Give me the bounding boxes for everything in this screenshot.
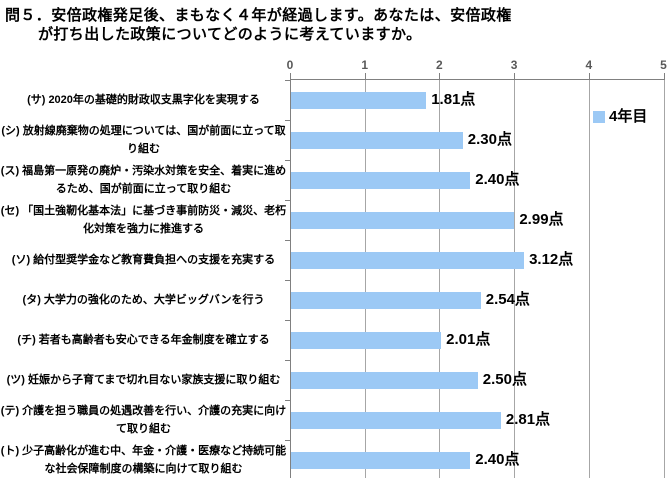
- x-axis-tick-label: 2: [436, 58, 443, 72]
- value-label: 2.50点: [482, 371, 527, 388]
- gridline-x2: [439, 80, 441, 478]
- x-axis-line: [290, 79, 665, 80]
- gridline-x5: [663, 80, 665, 478]
- gridline-x1: [364, 80, 366, 478]
- category-label: (ツ) 妊娠から子育てまで切れ目ない家族支援に取り組む: [6, 374, 281, 386]
- y-axis-tickmark: [285, 200, 290, 201]
- legend: 4年目: [593, 109, 647, 125]
- category-label: (チ) 若者も高齢者も安心できる年金制度を確立する: [17, 334, 270, 346]
- value-label: 2.40点: [475, 171, 520, 188]
- x-axis-tickmark: [663, 73, 665, 80]
- y-axis-tickmark: [285, 280, 290, 281]
- bar-4年目: [291, 172, 471, 189]
- category-label: (セ) 「国土強靭化基本法」に基づき事前防災・減災、老朽化対策を強力に推進する: [0, 205, 287, 235]
- category-label: (シ) 放射線廃棄物の処理については、国が前面に立って取り組む: [1, 125, 286, 155]
- category-label: (ソ) 給付型奨学金など教育費負担への支援を充実する: [11, 254, 276, 266]
- category-label: (ト) 少子高齢化が進む中、年金・介護・医療など持続可能な社会保障制度の構築に向…: [0, 445, 287, 475]
- value-label: 2.30点: [467, 131, 512, 148]
- bar-4年目: [291, 212, 515, 229]
- chart-title-line1: 問５．安倍政権発足後、まもなく４年が経過します。あなたは、安倍政権: [5, 7, 512, 24]
- x-axis-tick-label: 3: [510, 58, 518, 72]
- y-axis-tickmark: [285, 320, 290, 321]
- x-axis-tick-label: 0: [286, 58, 294, 72]
- bar-4年目: [291, 412, 501, 429]
- y-axis-tickmark: [285, 120, 290, 121]
- value-label: 2.40点: [475, 451, 520, 468]
- value-label: 2.99点: [519, 211, 564, 228]
- bar-4年目: [291, 372, 478, 389]
- value-label: 1.81点: [431, 91, 476, 108]
- legend-swatch-icon: [593, 111, 605, 123]
- category-label: (サ) 2020年の基礎的財政収支黒字化を実現する: [27, 94, 260, 106]
- value-label: 3.12点: [529, 251, 574, 268]
- chart-title: 問５．安倍政権発足後、まもなく４年が経過します。あなたは、安倍政権 が打ち出した…: [5, 6, 565, 44]
- bar-4年目: [291, 332, 442, 349]
- legend-label: 4年目: [609, 108, 648, 125]
- chart-title-line2: が打ち出した政策についてどのように考えていますか。: [38, 26, 422, 43]
- y-axis-line: [290, 75, 291, 478]
- gridline-x4: [588, 80, 590, 478]
- gridline-x3: [514, 80, 516, 478]
- value-label: 2.01点: [446, 331, 491, 348]
- x-axis-tick-label: 4: [585, 58, 593, 72]
- x-axis-tickmark: [514, 73, 516, 80]
- y-axis-tickmark: [285, 360, 290, 361]
- x-axis-tickmark: [588, 73, 590, 80]
- value-label: 2.81点: [505, 411, 551, 428]
- category-label: (タ) 大学力の強化のため、大学ビッグバンを行う: [22, 294, 265, 306]
- category-label: (ス) 福島第一原発の廃炉・汚染水対策を安全、着実に進めるため、国が前面に立って…: [0, 165, 287, 195]
- category-label: (テ) 介護を担う職員の処遇改善を行い、介護の充実に向けて取り組む: [0, 405, 287, 435]
- bar-4年目: [291, 452, 471, 469]
- bar-4年目: [291, 252, 525, 269]
- y-axis-tickmark: [285, 160, 290, 161]
- y-axis-tickmark: [285, 440, 290, 441]
- y-axis-tickmark: [285, 80, 290, 81]
- y-axis-tickmark: [285, 400, 290, 401]
- bar-4年目: [291, 92, 427, 109]
- bar-4年目: [291, 132, 463, 149]
- y-axis-tickmark: [285, 240, 290, 241]
- x-axis-tickmark: [439, 73, 441, 80]
- x-axis-tickmark: [364, 73, 366, 80]
- x-axis-tick-label: 1: [361, 58, 369, 72]
- value-label: 2.54点: [485, 291, 530, 308]
- x-axis-tick-label: 5: [660, 58, 667, 72]
- bar-4年目: [291, 292, 481, 309]
